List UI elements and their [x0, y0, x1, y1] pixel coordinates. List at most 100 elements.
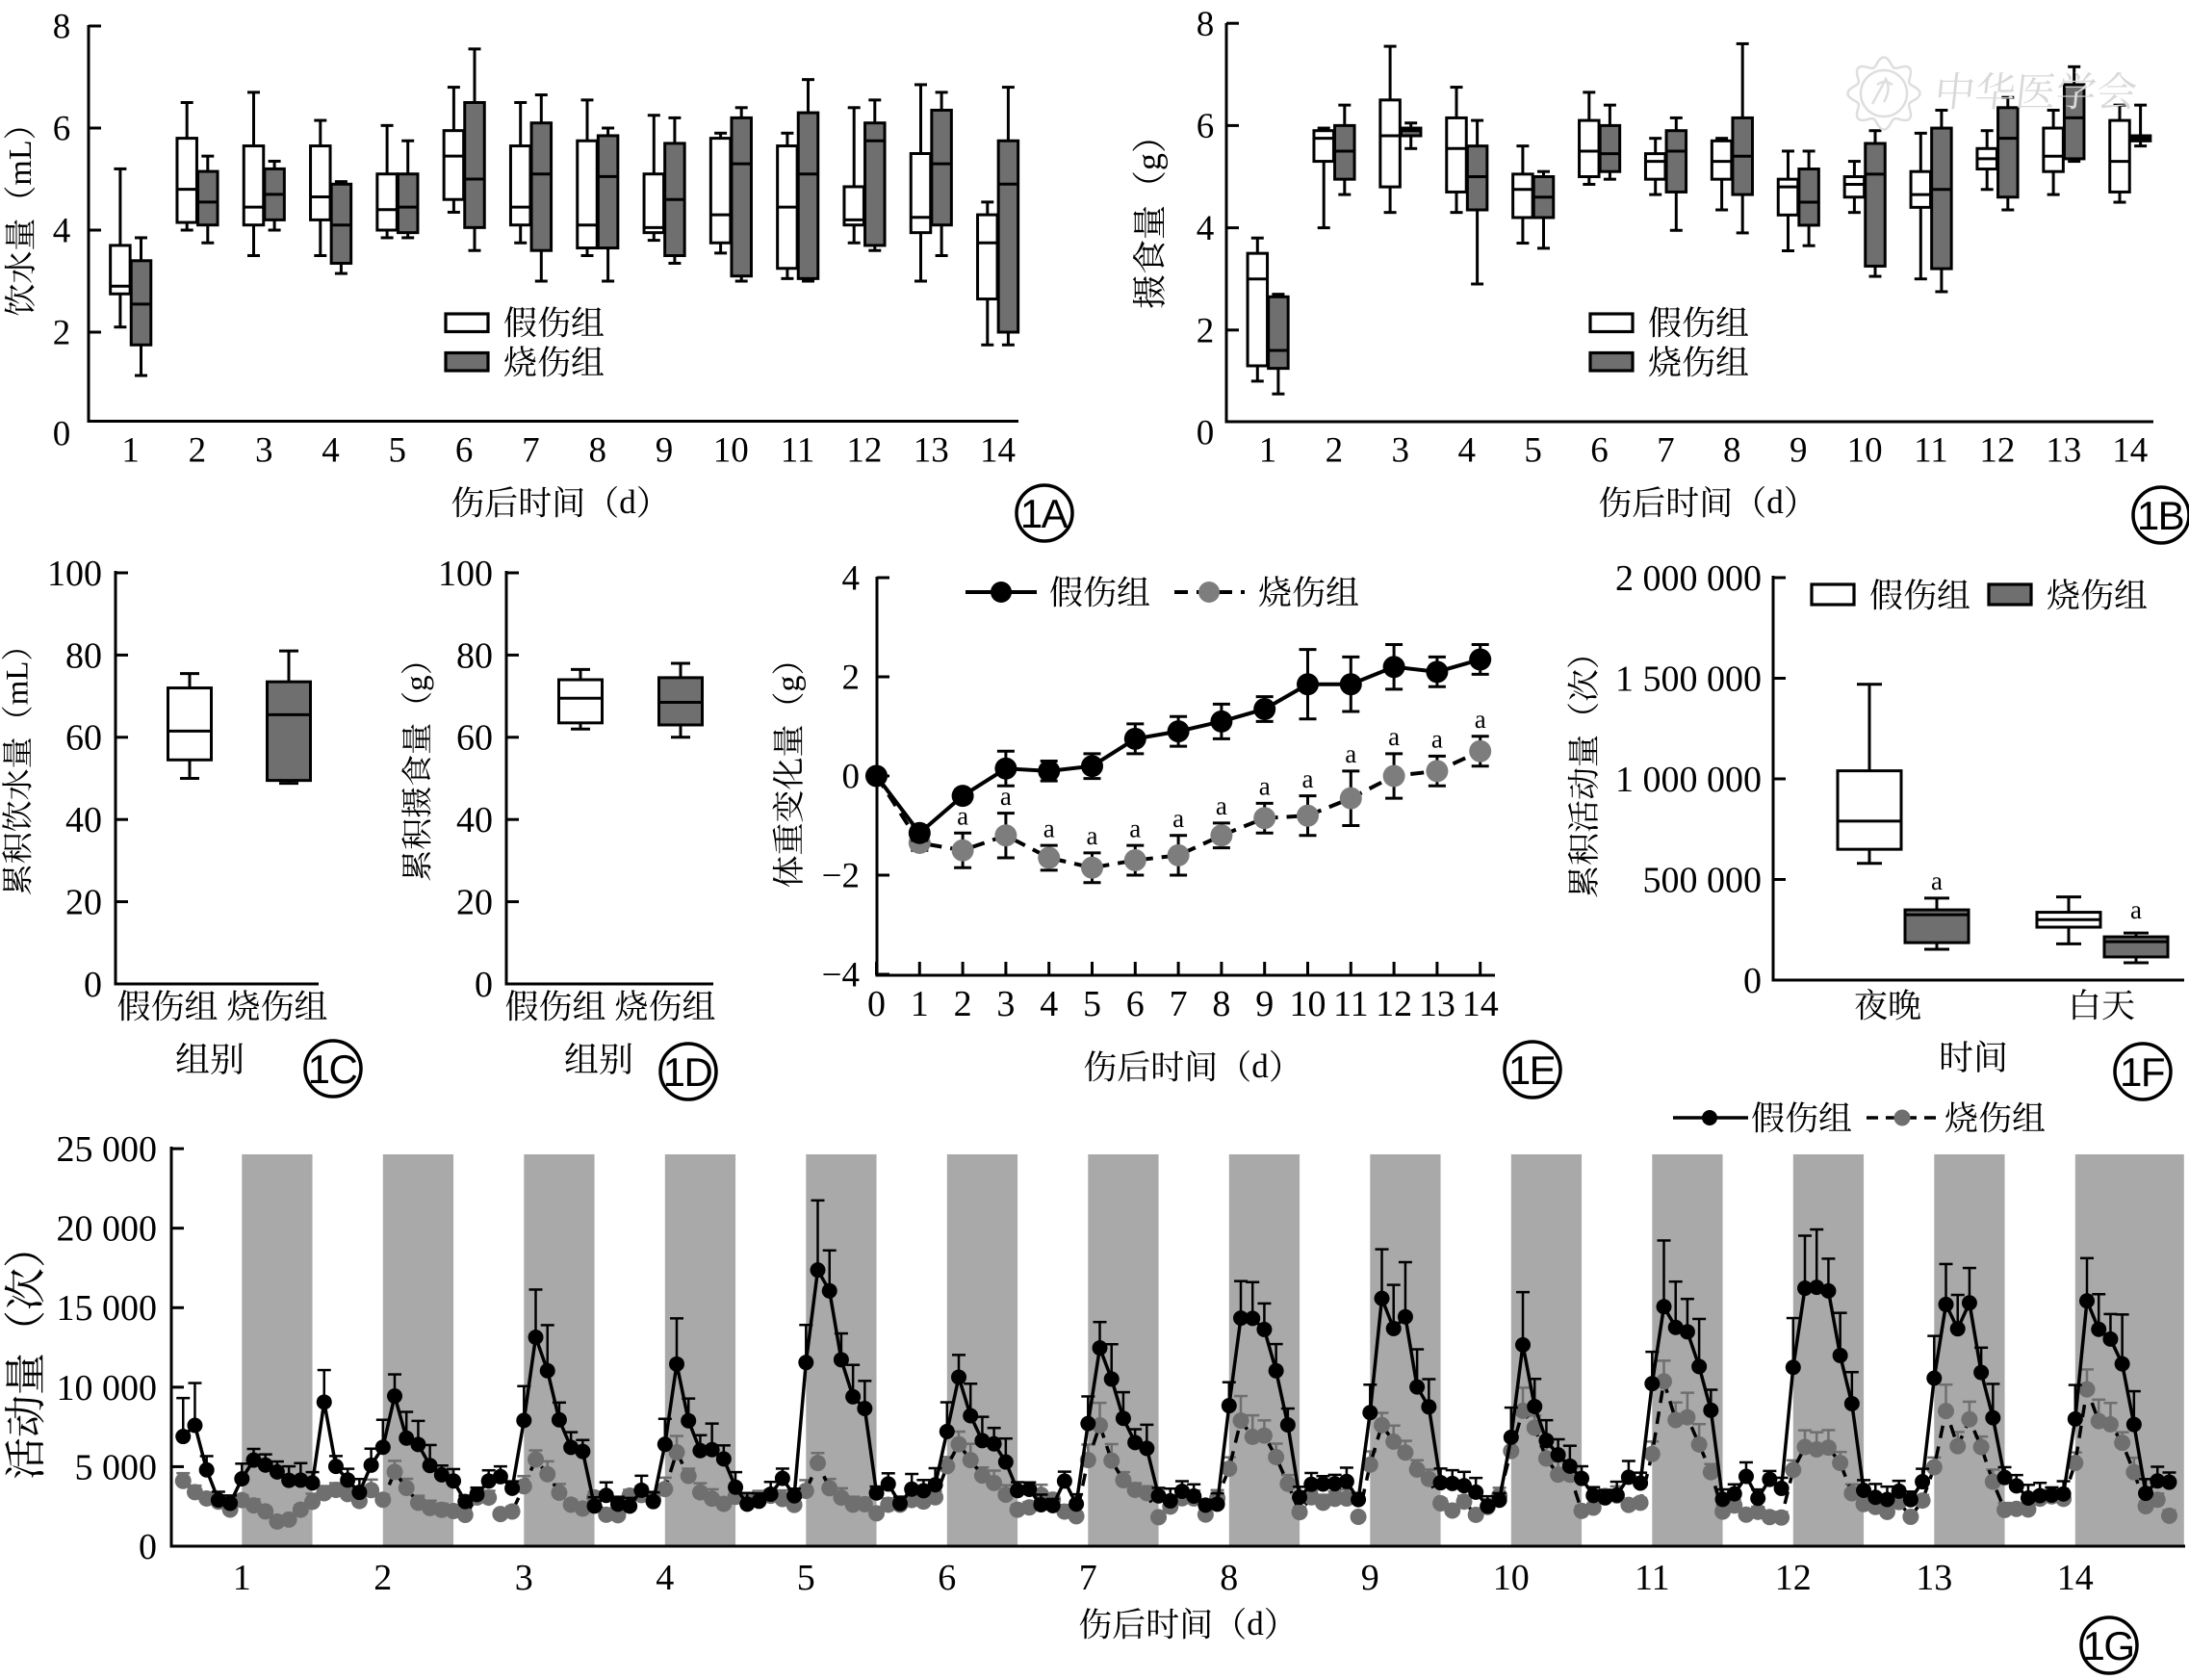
- svg-text:3: 3: [1392, 431, 1410, 471]
- svg-text:500 000: 500 000: [1643, 860, 1763, 900]
- svg-text:60: 60: [456, 718, 493, 759]
- svg-text:9: 9: [1361, 1558, 1379, 1598]
- svg-text:8: 8: [53, 8, 71, 47]
- svg-text:5: 5: [389, 431, 407, 471]
- svg-text:40: 40: [65, 800, 102, 840]
- svg-text:11: 11: [1635, 1558, 1670, 1598]
- svg-text:20 000: 20 000: [57, 1209, 158, 1250]
- svg-text:7: 7: [522, 431, 540, 471]
- svg-text:a: a: [1172, 804, 1184, 833]
- svg-text:0: 0: [475, 965, 493, 1005]
- svg-text:5: 5: [797, 1558, 815, 1598]
- svg-text:d: d: [619, 483, 636, 521]
- svg-text:0: 0: [84, 965, 102, 1005]
- svg-text:4: 4: [53, 212, 71, 251]
- svg-text:8: 8: [1723, 431, 1741, 471]
- svg-text:1: 1: [233, 1558, 251, 1598]
- svg-text:8: 8: [1197, 5, 1215, 44]
- svg-text:13: 13: [1419, 984, 1455, 1024]
- svg-text:8: 8: [1212, 984, 1230, 1024]
- svg-text:4: 4: [842, 559, 861, 599]
- svg-text:0: 0: [842, 758, 861, 797]
- svg-text:7: 7: [1657, 431, 1675, 471]
- svg-text:1 500 000: 1 500 000: [1615, 659, 1762, 699]
- svg-text:10 000: 10 000: [57, 1368, 158, 1409]
- svg-text:d: d: [1766, 483, 1784, 521]
- svg-text:1A: 1A: [1020, 491, 1069, 536]
- svg-text:14: 14: [2112, 431, 2148, 471]
- svg-text:d: d: [1247, 1605, 1264, 1642]
- svg-text:1: 1: [1259, 431, 1277, 471]
- svg-text:a: a: [1931, 866, 1943, 895]
- svg-text:4: 4: [322, 431, 340, 471]
- svg-text:a: a: [1129, 814, 1141, 842]
- svg-text:80: 80: [456, 635, 493, 676]
- svg-text:12: 12: [846, 431, 882, 471]
- svg-text:6: 6: [1126, 984, 1145, 1024]
- svg-text:13: 13: [1916, 1558, 1952, 1598]
- svg-text:6: 6: [1197, 107, 1215, 146]
- svg-text:3: 3: [515, 1558, 533, 1598]
- svg-text:100: 100: [438, 554, 493, 594]
- svg-text:80: 80: [65, 635, 102, 676]
- svg-text:15 000: 15 000: [57, 1288, 158, 1329]
- svg-text:4: 4: [1197, 209, 1215, 248]
- svg-text:1: 1: [911, 984, 929, 1024]
- svg-text:0: 0: [53, 415, 71, 454]
- svg-text:11: 11: [1914, 431, 1948, 471]
- svg-text:a: a: [1302, 764, 1314, 793]
- svg-text:a: a: [1345, 739, 1356, 768]
- svg-text:10: 10: [713, 431, 749, 471]
- svg-text:10: 10: [1847, 431, 1883, 471]
- svg-text:a: a: [1475, 705, 1486, 734]
- svg-text:1C: 1C: [308, 1047, 357, 1092]
- svg-text:2: 2: [53, 314, 71, 353]
- svg-text:0: 0: [1197, 414, 1215, 453]
- svg-text:−4: −4: [822, 956, 860, 995]
- svg-text:10: 10: [1290, 984, 1326, 1024]
- svg-text:0: 0: [139, 1527, 157, 1567]
- svg-text:14: 14: [1462, 984, 1499, 1024]
- svg-text:11: 11: [1333, 984, 1369, 1024]
- svg-text:a: a: [2130, 895, 2142, 924]
- svg-text:g: g: [1130, 153, 1169, 170]
- svg-text:−2: −2: [822, 857, 860, 896]
- svg-text:6: 6: [53, 110, 71, 149]
- svg-text:100: 100: [47, 554, 102, 594]
- svg-text:25 000: 25 000: [57, 1129, 158, 1170]
- svg-text:12: 12: [1376, 984, 1412, 1024]
- svg-text:14: 14: [2057, 1558, 2094, 1598]
- svg-text:mL: mL: [1, 661, 36, 706]
- svg-text:mL: mL: [3, 140, 39, 185]
- svg-text:12: 12: [1775, 1558, 1812, 1598]
- svg-text:2: 2: [842, 659, 861, 698]
- svg-text:6: 6: [455, 431, 474, 471]
- svg-text:a: a: [1388, 722, 1400, 751]
- svg-text:9: 9: [1790, 431, 1808, 471]
- svg-text:1 000 000: 1 000 000: [1615, 760, 1762, 800]
- svg-text:20: 20: [65, 883, 102, 923]
- svg-text:60: 60: [65, 718, 102, 759]
- svg-text:a: a: [1259, 772, 1271, 801]
- svg-text:a: a: [957, 801, 968, 830]
- svg-text:2: 2: [189, 431, 207, 471]
- svg-text:6: 6: [1590, 431, 1609, 471]
- svg-text:20: 20: [456, 883, 493, 923]
- svg-text:9: 9: [656, 431, 674, 471]
- svg-text:6: 6: [938, 1558, 956, 1598]
- svg-text:4: 4: [1040, 984, 1058, 1024]
- svg-text:4: 4: [656, 1558, 674, 1598]
- svg-text:2: 2: [373, 1558, 392, 1598]
- svg-text:5 000: 5 000: [75, 1447, 158, 1487]
- svg-text:0: 0: [867, 984, 886, 1024]
- svg-text:7: 7: [1079, 1558, 1097, 1598]
- svg-text:12: 12: [1979, 431, 2015, 471]
- svg-text:5: 5: [1524, 431, 1542, 471]
- svg-text:1F: 1F: [2120, 1049, 2164, 1095]
- svg-text:13: 13: [2046, 431, 2081, 471]
- svg-text:3: 3: [996, 984, 1015, 1024]
- svg-text:9: 9: [1255, 984, 1274, 1024]
- svg-text:1G: 1G: [2082, 1623, 2133, 1668]
- svg-text:40: 40: [456, 800, 493, 840]
- svg-text:8: 8: [588, 431, 606, 471]
